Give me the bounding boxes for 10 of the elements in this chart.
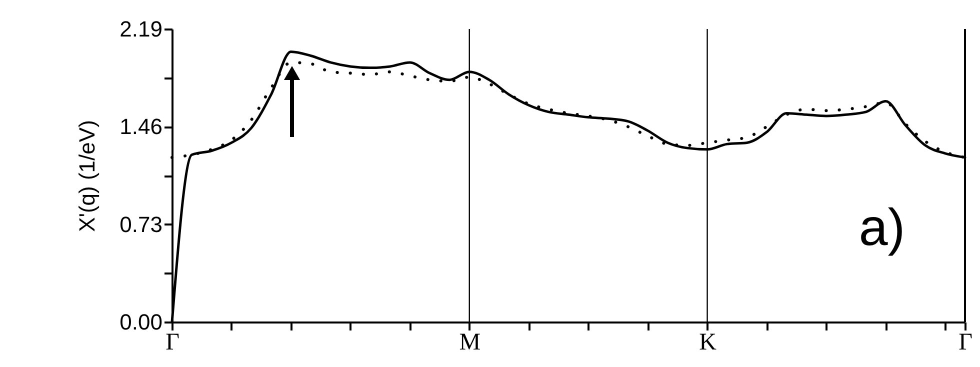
y-tick-label: 1.46	[120, 114, 162, 140]
y-axis-title: X'(q) (1/eV)	[74, 120, 100, 232]
x-tick-label: K	[699, 330, 718, 356]
y-tick-label: 0.00	[120, 310, 162, 334]
x-tick-label: M	[459, 330, 481, 356]
x-tick-label: Γ	[166, 330, 180, 356]
annotation: a)	[858, 199, 906, 257]
x-tick-label: Γ	[958, 330, 973, 356]
y-tick-label: 2.19	[120, 16, 162, 42]
y-tick-label: 0.73	[120, 212, 162, 237]
